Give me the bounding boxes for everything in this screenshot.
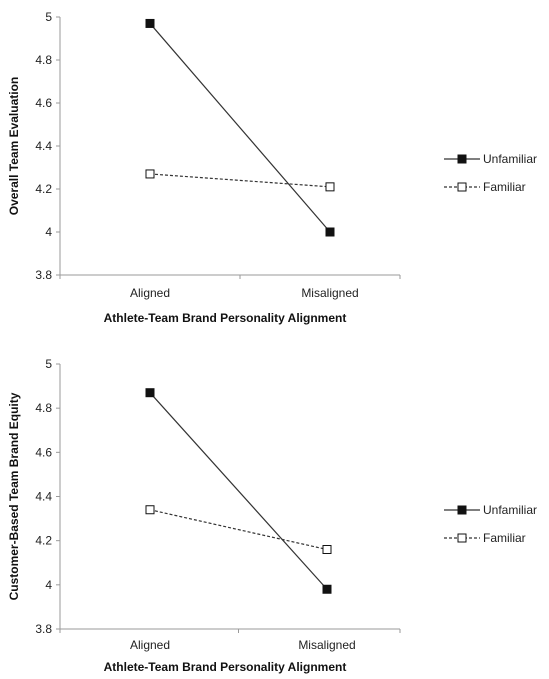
chart1-x-axis-title: Athlete-Team Brand Personality Alignment [104,311,347,325]
chart2-legend-marker [457,533,467,543]
chart1-series-2-line [149,173,331,188]
chart2-y-tick-label: 4.6 [35,445,52,459]
chart2-x-tick-label: Aligned [130,638,170,652]
chart1-series-1-line [149,23,331,233]
chart2-series-2-point-2 [322,545,332,554]
chart2-y-tick-label: 4.2 [35,534,52,548]
chart1-y-tick-label: 4.6 [35,96,52,110]
chart2: 3.8 4 4.2 4.4 4.6 4.8 5 Aligned Misaligned Athlet… [7,357,537,674]
chart2-y-tick-label: 4.8 [35,401,52,415]
chart1-series-2-point-2 [325,182,335,192]
chart1-legend-marker [457,154,467,164]
chart2-legend-entry-1: Unfamiliar [444,503,537,517]
chart1-series-1-point-2 [325,227,335,237]
chart1-y-axis-title: Overall Team Evaluation [7,77,21,216]
chart1-legend-entry-2: Familiar [444,180,526,194]
chart2-x-axis-title: Athlete-Team Brand Personality Alignment [104,660,347,674]
chart2-legend-marker [457,505,467,515]
chart2-series-1-point-2 [322,584,332,594]
chart2-series-1-line [149,392,328,590]
chart2-series-2-point-1 [145,505,155,515]
chart1-legend-entry-1: Unfamiliar [444,152,537,166]
chart1-legend-label: Familiar [483,180,526,194]
chart1-y-tick-label: 4.8 [35,53,52,67]
chart1-legend-label: Unfamiliar [483,152,537,166]
chart1-y-tick-label: 4.4 [35,139,52,153]
chart2-y-tick-label: 5 [45,357,52,371]
chart2-x-tick-label: Misaligned [298,638,355,652]
chart1-series-2-point-1 [145,169,155,179]
chart1-y-tick-label: 4 [45,225,52,239]
chart2-y-tick-label: 3.8 [35,622,52,636]
chart2-legend-entry-2: Familiar [444,531,526,545]
chart1-x-tick-label: Misaligned [301,286,358,300]
chart1: 3.8 4 4.2 4.4 4.6 4.8 5 Aligned Misaligned Athlet… [7,10,537,325]
chart1-legend-marker [457,182,467,192]
chart2-legend-label: Unfamiliar [483,503,537,517]
chart2-y-tick-label: 4.4 [35,490,52,504]
chart2-y-tick-label: 4 [45,578,52,592]
chart1-y-tick-label: 4.2 [35,182,52,196]
chart2-series-1-point-1 [145,388,155,398]
chart2-series-2-line [149,509,328,551]
chart1-y-tick-label: 5 [45,10,52,24]
chart1-series-1-point-1 [145,18,155,28]
chart1-x-tick-label: Aligned [130,286,170,300]
chart2-legend-label: Familiar [483,531,526,545]
chart2-y-axis-title: Customer-Based Team Brand Equity [7,392,21,600]
chart1-y-tick-label: 3.8 [35,268,52,282]
